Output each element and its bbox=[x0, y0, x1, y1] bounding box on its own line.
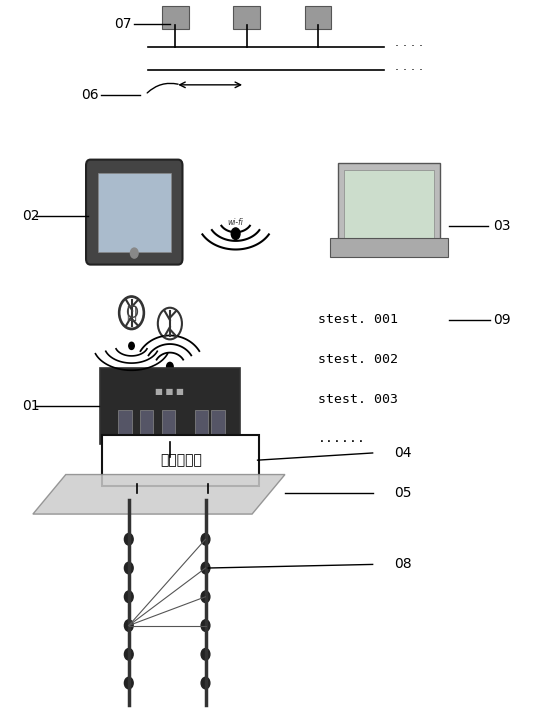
Text: stest. 001: stest. 001 bbox=[318, 313, 398, 326]
Circle shape bbox=[201, 649, 210, 660]
Text: 08: 08 bbox=[395, 557, 412, 572]
Circle shape bbox=[124, 620, 133, 631]
Circle shape bbox=[201, 591, 210, 603]
Circle shape bbox=[124, 533, 133, 545]
Bar bbox=[211, 410, 225, 435]
Text: 电极转换器: 电极转换器 bbox=[160, 453, 202, 467]
Circle shape bbox=[130, 248, 138, 258]
Text: 03: 03 bbox=[493, 219, 511, 234]
FancyBboxPatch shape bbox=[338, 163, 440, 247]
Bar bbox=[118, 410, 132, 435]
FancyBboxPatch shape bbox=[344, 170, 434, 240]
Text: 04: 04 bbox=[395, 446, 412, 460]
FancyBboxPatch shape bbox=[162, 6, 189, 29]
Text: ෴: ෴ bbox=[127, 303, 136, 322]
Text: stest. 002: stest. 002 bbox=[318, 353, 398, 366]
Text: wi-fi: wi-fi bbox=[228, 219, 243, 227]
Bar bbox=[162, 410, 175, 435]
Text: · · · ·: · · · · bbox=[395, 40, 423, 53]
FancyBboxPatch shape bbox=[102, 434, 259, 486]
Text: · · · ·: · · · · bbox=[395, 64, 423, 77]
Text: stest. 003: stest. 003 bbox=[318, 393, 398, 406]
Circle shape bbox=[124, 677, 133, 689]
Bar bbox=[195, 410, 208, 435]
Polygon shape bbox=[33, 475, 285, 514]
FancyBboxPatch shape bbox=[330, 238, 448, 257]
Circle shape bbox=[124, 591, 133, 603]
Text: ......: ...... bbox=[318, 432, 366, 445]
Text: ■ ■ ■: ■ ■ ■ bbox=[156, 388, 184, 396]
Text: 07: 07 bbox=[114, 17, 132, 32]
Circle shape bbox=[167, 362, 173, 371]
Circle shape bbox=[231, 228, 240, 239]
Text: 09: 09 bbox=[493, 313, 511, 327]
Text: 05: 05 bbox=[395, 485, 412, 500]
Text: ʘ: ʘ bbox=[125, 303, 138, 322]
Text: 06: 06 bbox=[81, 88, 99, 102]
Circle shape bbox=[124, 649, 133, 660]
Circle shape bbox=[129, 342, 134, 349]
FancyBboxPatch shape bbox=[98, 173, 171, 252]
Circle shape bbox=[124, 562, 133, 574]
FancyBboxPatch shape bbox=[100, 368, 240, 444]
FancyBboxPatch shape bbox=[305, 6, 331, 29]
Circle shape bbox=[201, 620, 210, 631]
Text: 01: 01 bbox=[22, 399, 39, 413]
Circle shape bbox=[201, 562, 210, 574]
Text: 02: 02 bbox=[22, 209, 39, 223]
FancyBboxPatch shape bbox=[233, 6, 260, 29]
FancyBboxPatch shape bbox=[86, 160, 182, 265]
Circle shape bbox=[201, 533, 210, 545]
Circle shape bbox=[201, 677, 210, 689]
Bar bbox=[140, 410, 153, 435]
